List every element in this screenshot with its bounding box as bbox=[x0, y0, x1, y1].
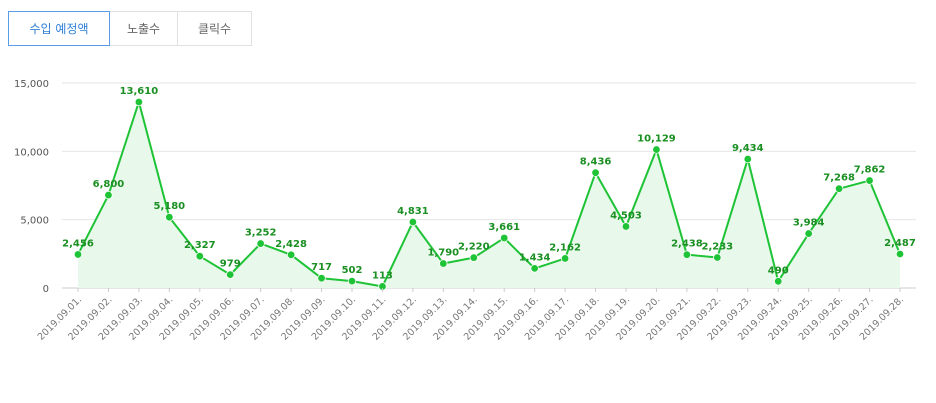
data-label: 2,327 bbox=[184, 240, 216, 251]
data-point bbox=[73, 250, 83, 259]
data-point bbox=[652, 145, 661, 154]
tab-revenue[interactable]: 수입 예정액 bbox=[8, 11, 110, 46]
data-point bbox=[104, 190, 113, 200]
data-point bbox=[621, 222, 631, 231]
data-point bbox=[591, 168, 600, 177]
data-label: 2,487 bbox=[884, 238, 916, 249]
data-label: 1,434 bbox=[519, 252, 551, 263]
data-point bbox=[682, 250, 692, 259]
data-label: 13,610 bbox=[120, 86, 159, 97]
series-area bbox=[78, 101, 900, 288]
data-label: 979 bbox=[220, 259, 241, 270]
data-label: 502 bbox=[342, 265, 363, 276]
data-point bbox=[317, 274, 326, 283]
data-point bbox=[774, 277, 783, 286]
data-label: 2,438 bbox=[671, 239, 703, 250]
data-point bbox=[165, 213, 174, 222]
data-label: 490 bbox=[768, 265, 789, 276]
data-point bbox=[195, 251, 204, 261]
data-label: 3,252 bbox=[245, 228, 277, 239]
data-label: 7,268 bbox=[823, 173, 855, 184]
y-tick-label: 15,000 bbox=[14, 79, 49, 90]
data-point bbox=[408, 217, 418, 227]
data-label: 2,220 bbox=[458, 242, 490, 253]
data-point bbox=[743, 154, 752, 164]
data-point bbox=[134, 97, 144, 107]
data-point bbox=[804, 229, 813, 238]
data-label: 2,162 bbox=[549, 242, 581, 253]
data-point bbox=[560, 254, 570, 263]
data-label: 2,233 bbox=[702, 241, 734, 252]
data-label: 3,661 bbox=[488, 222, 520, 233]
data-point bbox=[865, 176, 874, 185]
data-point bbox=[530, 264, 539, 273]
data-point bbox=[286, 250, 296, 260]
data-point bbox=[500, 233, 509, 243]
data-point bbox=[713, 253, 722, 262]
data-label: 5,180 bbox=[154, 201, 186, 212]
data-label: 6,800 bbox=[93, 179, 125, 190]
data-point bbox=[256, 239, 265, 248]
data-label: 4,503 bbox=[610, 210, 642, 221]
data-label: 113 bbox=[372, 270, 393, 281]
data-point bbox=[439, 259, 448, 268]
data-point bbox=[226, 270, 235, 279]
data-point bbox=[895, 249, 905, 259]
series-line bbox=[77, 100, 901, 288]
data-label: 2,456 bbox=[62, 238, 94, 249]
data-label: 10,129 bbox=[637, 134, 676, 145]
y-tick-label: 10,000 bbox=[14, 147, 49, 158]
tab-clicks[interactable]: 클릭수 bbox=[177, 11, 252, 46]
data-label: 8,436 bbox=[580, 157, 612, 168]
y-tick-label: 5,000 bbox=[20, 216, 49, 227]
data-label: 1,790 bbox=[428, 248, 460, 259]
data-point bbox=[834, 184, 844, 193]
data-point bbox=[469, 253, 478, 262]
data-label: 717 bbox=[311, 262, 332, 273]
data-label: 2,428 bbox=[275, 239, 307, 250]
tab-bar: 수입 예정액 노출수 클릭수 bbox=[8, 11, 252, 46]
data-label: 4,831 bbox=[397, 206, 429, 217]
data-label: 7,862 bbox=[854, 165, 886, 176]
data-point bbox=[347, 276, 357, 286]
y-tick-label: 0 bbox=[43, 284, 49, 295]
data-label: 9,434 bbox=[732, 143, 764, 154]
data-label: 3,984 bbox=[793, 218, 825, 229]
